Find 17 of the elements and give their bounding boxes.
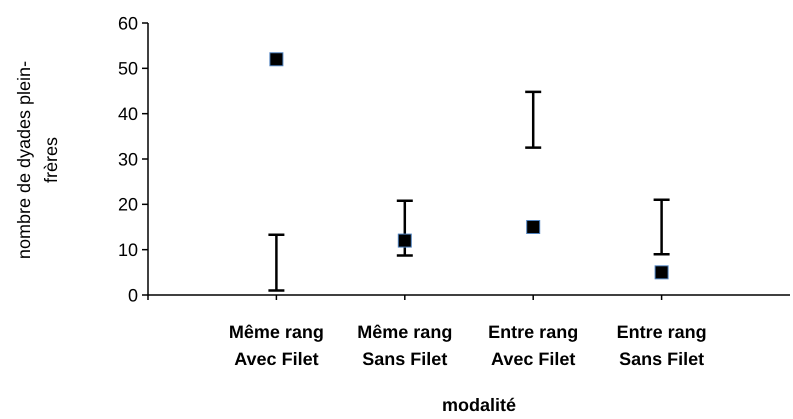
point bbox=[654, 265, 669, 280]
y-tick-label: 40 bbox=[118, 104, 138, 124]
x-tick-label: Même rang Avec Filet bbox=[228, 322, 324, 369]
x-axis-title: modalité bbox=[442, 395, 516, 415]
point bbox=[526, 220, 540, 234]
y-tick-label: 10 bbox=[118, 240, 138, 260]
y-axis-title: nombre de dyades plein-frères bbox=[14, 60, 61, 260]
y-tick-label: 0 bbox=[128, 285, 138, 306]
y-tick-label: 60 bbox=[118, 13, 138, 34]
y-tick-label: 30 bbox=[118, 149, 138, 170]
x-tick-label: Entre rang Sans Filet bbox=[616, 322, 707, 369]
x-tick-label: Même rang Sans Filet bbox=[357, 322, 452, 369]
point bbox=[269, 52, 284, 66]
y-tick-label: 50 bbox=[118, 58, 138, 79]
point bbox=[398, 234, 412, 248]
y-tick-label: 20 bbox=[118, 194, 138, 215]
x-tick-label: Entre rang Avec Filet bbox=[488, 322, 578, 369]
